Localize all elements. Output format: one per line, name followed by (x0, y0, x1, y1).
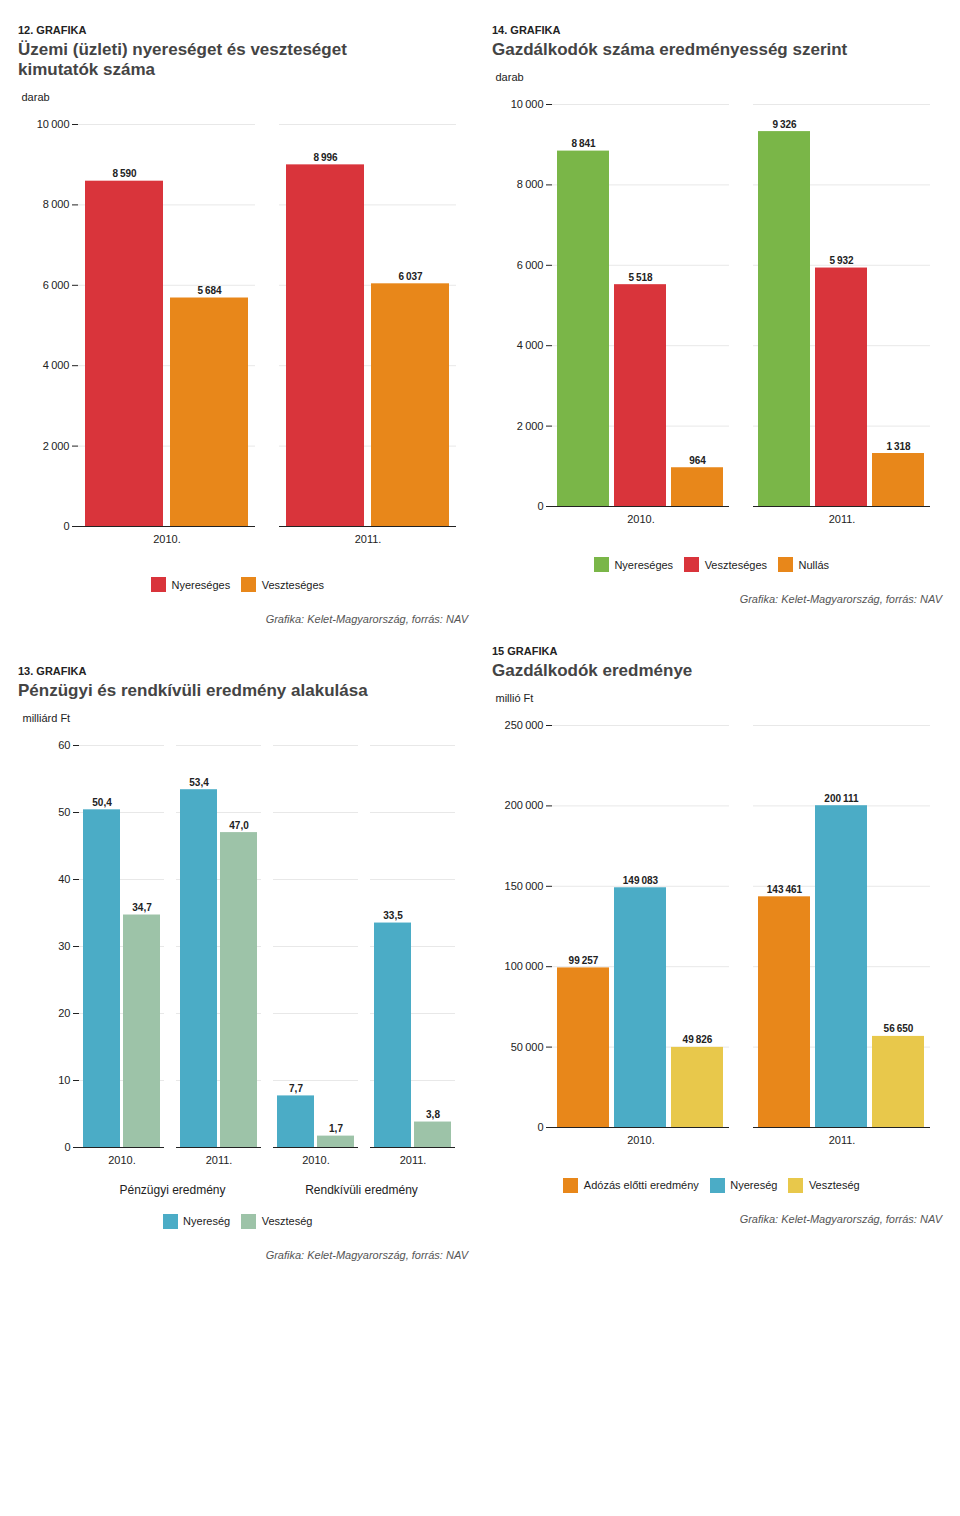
svg-text:2010.: 2010. (302, 1154, 330, 1166)
svg-text:1 318: 1 318 (886, 441, 911, 452)
svg-text:2011.: 2011. (400, 1154, 427, 1166)
svg-text:darab: darab (496, 71, 524, 83)
svg-text:4 000: 4 000 (517, 339, 544, 351)
svg-text:0: 0 (64, 1141, 70, 1153)
html-text:Veszteséges: Veszteséges (261, 578, 324, 591)
html-text:12. GRAFIKA: 12. GRAFIKA (18, 24, 87, 36)
svg-text:53,4: 53,4 (189, 776, 209, 787)
html-text:Grafika: Kelet-Magyarország, f: Grafika: Kelet-Magyarország, forrás: NAV (739, 1213, 942, 1225)
svg-text:200 000: 200 000 (505, 799, 544, 811)
svg-text:8 996: 8 996 (313, 152, 338, 163)
svg-text:0: 0 (537, 1121, 543, 1133)
html-text:Veszteség: Veszteség (261, 1215, 313, 1227)
svg-text:5 684: 5 684 (197, 285, 222, 296)
html-text:Nyereség: Nyereség (183, 1215, 231, 1227)
html-text:Veszteség: Veszteség (808, 1179, 860, 1191)
svg-text:milliárd Ft: milliárd Ft (23, 712, 71, 724)
svg-text:50 000: 50 000 (511, 1040, 544, 1052)
svg-text:143 461: 143 461 (767, 883, 803, 894)
svg-text:2010.: 2010. (108, 1154, 136, 1166)
html-text:13. GRAFIKA: 13. GRAFIKA (18, 664, 87, 677)
svg-text:33,5: 33,5 (383, 910, 403, 921)
html-text:Adózás előtti eredmény: Adózás előtti eredmény (583, 1179, 699, 1191)
html-text:Pénzügyi és rendkívüli eredmén: Pénzügyi és rendkívüli eredmény alakulás… (18, 680, 368, 700)
svg-text:2011.: 2011. (355, 533, 382, 545)
svg-text:0: 0 (537, 500, 543, 512)
svg-text:3,8: 3,8 (426, 1109, 440, 1120)
svg-text:2011.: 2011. (829, 1134, 856, 1146)
svg-text:149 083: 149 083 (623, 874, 659, 885)
svg-text:0: 0 (63, 520, 69, 532)
svg-text:2010.: 2010. (627, 1134, 655, 1146)
svg-text:8 000: 8 000 (517, 178, 544, 190)
svg-text:5 518: 5 518 (628, 272, 653, 283)
svg-text:100 000: 100 000 (505, 960, 544, 972)
html-text:Nyereség: Nyereség (730, 1179, 778, 1191)
svg-text:250 000: 250 000 (505, 719, 544, 731)
html-text:Nullás: Nullás (798, 558, 830, 571)
html-text:Grafika: Kelet-Magyarország, f: Grafika: Kelet-Magyarország, forrás: NAV (265, 612, 468, 625)
svg-text:56 650: 56 650 (884, 1023, 914, 1034)
svg-text:2 000: 2 000 (43, 440, 70, 452)
svg-text:2011.: 2011. (206, 1154, 233, 1166)
svg-text:6 037: 6 037 (398, 271, 423, 282)
svg-text:40: 40 (58, 873, 70, 885)
svg-text:6 000: 6 000 (517, 259, 544, 271)
svg-text:8 590: 8 590 (112, 168, 137, 179)
html-text:Rendkívüli eredmény: Rendkívüli eredmény (305, 1182, 418, 1197)
html-text:Grafika: Kelet-Magyarország, f: Grafika: Kelet-Magyarország, forrás: NAV (265, 1249, 468, 1261)
html-text:Nyereséges: Nyereséges (171, 578, 231, 591)
html-text:Pénzügyi eredmény: Pénzügyi eredmény (119, 1182, 226, 1197)
svg-text:50,4: 50,4 (92, 796, 112, 807)
svg-text:10 000: 10 000 (511, 98, 544, 110)
svg-text:9 326: 9 326 (772, 119, 797, 130)
html-text:Veszteséges: Veszteséges (704, 558, 767, 571)
svg-text:964: 964 (689, 455, 706, 466)
svg-text:150 000: 150 000 (505, 879, 544, 891)
svg-text:1,7: 1,7 (329, 1123, 343, 1134)
svg-text:5 932: 5 932 (829, 255, 854, 266)
svg-text:4 000: 4 000 (43, 359, 70, 371)
svg-text:30: 30 (58, 940, 70, 952)
html-text:Nyereséges: Nyereséges (614, 558, 674, 571)
html-text:Gazdálkodók száma eredményessé: Gazdálkodók száma eredményesség szerint (492, 40, 848, 59)
svg-text:34,7: 34,7 (132, 902, 152, 913)
svg-text:10: 10 (58, 1074, 70, 1086)
svg-text:47,0: 47,0 (229, 819, 249, 830)
svg-text:darab: darab (22, 91, 50, 103)
html-text:14. GRAFIKA: 14. GRAFIKA (492, 24, 561, 36)
html-text:Üzemi (üzleti) nyereséget és v: Üzemi (üzleti) nyereséget és veszteséget… (18, 40, 347, 79)
svg-text:20: 20 (58, 1007, 70, 1019)
svg-text:2010.: 2010. (627, 513, 655, 525)
svg-text:10 000: 10 000 (37, 118, 70, 130)
svg-text:7,7: 7,7 (289, 1082, 303, 1093)
html-text:15 GRAFIKA: 15 GRAFIKA (492, 644, 558, 657)
svg-text:50: 50 (58, 806, 70, 818)
svg-text:200 111: 200 111 (824, 792, 859, 803)
svg-text:2010.: 2010. (153, 533, 181, 545)
svg-text:8 841: 8 841 (571, 138, 596, 149)
svg-text:millió Ft: millió Ft (496, 692, 534, 704)
html-text:Grafika: Kelet-Magyarország, f: Grafika: Kelet-Magyarország, forrás: NAV (739, 592, 942, 605)
svg-text:2 000: 2 000 (517, 420, 544, 432)
svg-text:99 257: 99 257 (569, 954, 599, 965)
svg-text:49 826: 49 826 (683, 1034, 713, 1045)
svg-text:2011.: 2011. (829, 513, 856, 525)
svg-text:8 000: 8 000 (43, 198, 70, 210)
html-text:Gazdálkodók eredménye: Gazdálkodók eredménye (492, 660, 693, 680)
svg-text:60: 60 (58, 739, 70, 751)
svg-text:6 000: 6 000 (43, 279, 70, 291)
